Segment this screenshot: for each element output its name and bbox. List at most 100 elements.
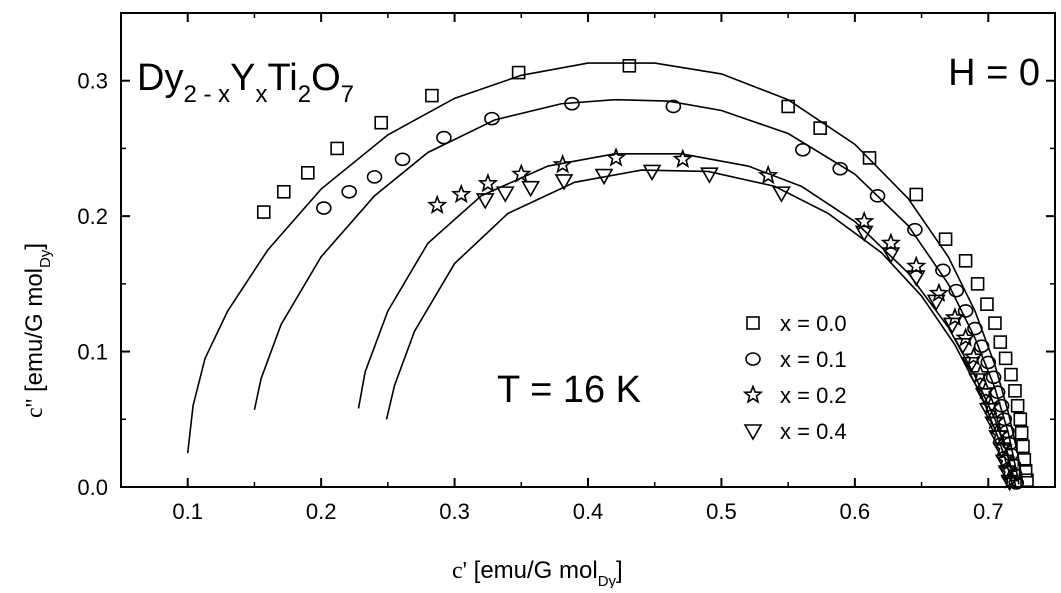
- data-point-series-0: [813, 121, 827, 135]
- data-point-series-3: [988, 430, 1008, 447]
- legend-marker-3: [743, 424, 763, 441]
- legend-label-1: x = 0.1: [780, 347, 847, 372]
- x-axis-title: c' [emu/G molDy]: [452, 557, 623, 588]
- fit-curve-2: [357, 153, 1016, 482]
- data-point-series-0: [938, 232, 953, 246]
- data-point-series-0: [276, 184, 291, 199]
- data-point-series-0: [330, 141, 344, 156]
- legend: x = 0.0 x = 0.1 x = 0.2 x = 0.4: [742, 311, 847, 444]
- data-point-series-1: [948, 283, 965, 298]
- tick-labels: 0.1 0.2 0.3 0.4 0.5 0.6 0.7 0.0 0.1 0.2 0.3: [77, 69, 1003, 524]
- data-point-series-2: [451, 183, 472, 204]
- data-point-series-2: [905, 255, 927, 275]
- data-point-series-2: [511, 163, 532, 183]
- data-point-series-0: [300, 166, 315, 180]
- legend-marker-2: [742, 384, 764, 404]
- data-point-series-1: [907, 222, 923, 237]
- data-point-series-0: [781, 99, 795, 114]
- legend-label-0: x = 0.0: [780, 311, 847, 336]
- data-point-series-1: [957, 304, 974, 318]
- data-point-series-0: [909, 187, 924, 202]
- data-point-series-0: [970, 277, 985, 291]
- data-point-series-2: [605, 147, 627, 167]
- data-point-series-1: [316, 201, 332, 215]
- data-point-series-1: [980, 355, 997, 370]
- y-tick-label: 0.1: [77, 340, 108, 365]
- data-point-series-2: [672, 148, 693, 168]
- data-point-series-0: [374, 115, 388, 130]
- data-point-series-3: [942, 317, 962, 335]
- data-point-series-0: [1010, 398, 1025, 413]
- data-point-series-1: [665, 99, 682, 114]
- data-point-series-2: [944, 306, 966, 327]
- data-point-series-0: [1004, 367, 1018, 382]
- data-point-series-0: [622, 59, 637, 73]
- data-point-series-2: [552, 153, 573, 174]
- data-point-series-1: [935, 263, 951, 278]
- data-point-series-3: [961, 356, 981, 374]
- data-point-series-0: [1013, 412, 1028, 427]
- x-tick-label: 0.3: [439, 499, 470, 524]
- data-point-series-3: [521, 180, 541, 198]
- data-point-series-3: [642, 164, 662, 182]
- data-point-series-3: [1000, 474, 1020, 492]
- data-point-series-3: [594, 168, 614, 186]
- x-tick-label: 0.6: [840, 499, 871, 524]
- data-point-series-1: [832, 161, 848, 176]
- data-point-series-0: [980, 297, 994, 311]
- x-tick-label: 0.5: [706, 499, 737, 524]
- data-point-series-2: [426, 194, 448, 215]
- data-point-series-2: [963, 346, 984, 366]
- data-point-series-1: [973, 339, 990, 353]
- temperature-annotation: T = 16 K: [497, 369, 641, 411]
- data-point-series-2: [880, 232, 902, 252]
- data-point-series-3: [475, 193, 495, 210]
- data-point-series-0: [988, 316, 1002, 330]
- data-point-series-3: [984, 416, 1004, 433]
- x-tick-label: 0.4: [573, 499, 604, 524]
- data-point-series-1: [341, 184, 357, 199]
- data-point-series-0: [993, 335, 1008, 349]
- data-point-series-3: [906, 270, 926, 287]
- data-point-series-3: [926, 294, 946, 312]
- y-tick-label: 0.3: [77, 69, 108, 94]
- legend-marker-0: [746, 316, 760, 330]
- compound-annotation: Dy2 - xYxTi2O7: [137, 57, 354, 108]
- x-tick-label: 0.1: [172, 499, 203, 524]
- data-point-series-1: [869, 189, 886, 203]
- data-point-series-0: [998, 351, 1013, 366]
- data-point-series-3: [854, 225, 874, 243]
- y-tick-label: 0.0: [77, 475, 108, 500]
- legend-label-2: x = 0.2: [780, 383, 847, 408]
- fit-curve-0: [186, 62, 1024, 485]
- legend-label-3: x = 0.4: [780, 419, 847, 444]
- data-point-series-3: [968, 373, 987, 390]
- data-point-series-0: [1020, 473, 1034, 488]
- data-point-series-1: [795, 142, 811, 157]
- data-point-series-2: [955, 327, 976, 347]
- x-tick-label: 0.2: [306, 499, 337, 524]
- data-point-series-3: [974, 388, 994, 405]
- data-point-series-1: [967, 321, 983, 336]
- data-point-series-2: [477, 172, 499, 193]
- data-point-series-2: [970, 363, 991, 384]
- data-point-series-0: [1014, 426, 1029, 440]
- data-point-series-0: [1008, 384, 1022, 398]
- data-point-series-0: [511, 65, 526, 80]
- data-point-series-3: [992, 442, 1012, 459]
- data-point-series-1: [484, 111, 500, 126]
- data-point-series-0: [958, 254, 973, 268]
- data-point-series-3: [997, 465, 1017, 482]
- data-point-series-3: [978, 403, 998, 420]
- data-point-series-0: [862, 151, 877, 165]
- x-tick-label: 0.7: [973, 499, 1004, 524]
- fit-curve-1: [253, 98, 1020, 485]
- fit-curves: [186, 62, 1024, 485]
- data-point-series-3: [554, 174, 574, 191]
- data-point-series-0: [425, 88, 439, 103]
- y-axis-title: c'' [emu/G molDy]: [21, 243, 54, 418]
- fit-curve-3: [385, 169, 1014, 485]
- axis-ticks: [120, 12, 1056, 488]
